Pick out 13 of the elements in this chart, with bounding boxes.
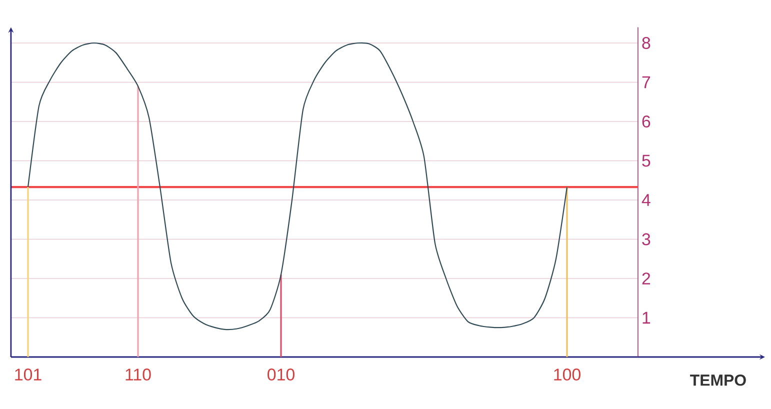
y-tick-label: 3 [642,233,650,246]
x-tick-label: 110 [126,368,151,381]
x-axis-title: TEMPO [690,374,746,386]
x-tick-label: 101 [15,368,42,381]
y-tick-label: 5 [642,154,650,167]
y-tick-label: 7 [642,76,650,88]
y-tick-label: 2 [642,272,650,284]
y-tick-label: 8 [642,37,650,49]
y-tick-label: 1 [642,312,650,324]
x-tick-label: 100 [554,368,580,381]
y-tick-label: 4 [642,194,650,206]
x-tick-label: 010 [268,368,294,381]
y-tick-label: 6 [642,116,650,128]
